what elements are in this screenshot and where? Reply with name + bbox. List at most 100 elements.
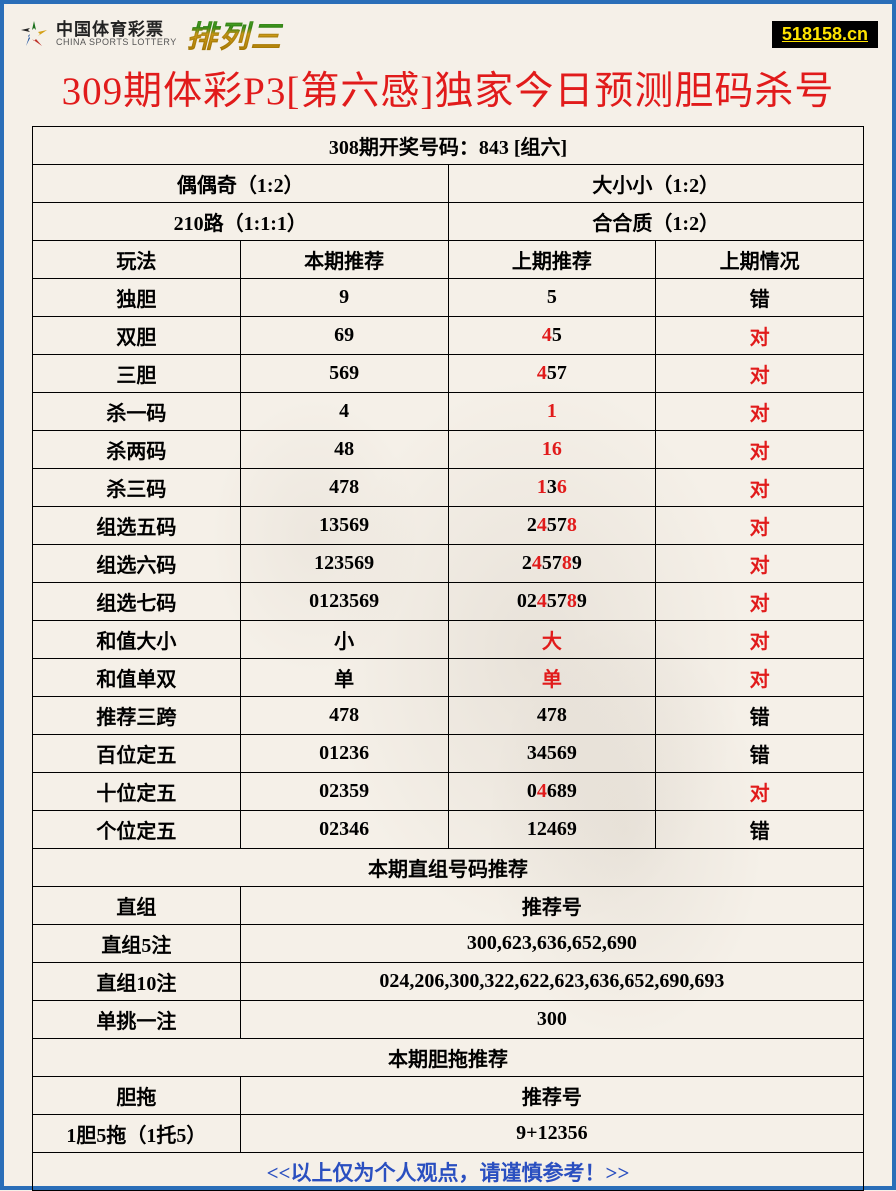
result-cell: 对 <box>656 393 864 431</box>
prev-pick: 245789 <box>448 545 656 583</box>
current-pick: 48 <box>240 431 448 469</box>
prev-pick: 大 <box>448 621 656 659</box>
prev-pick: 24578 <box>448 507 656 545</box>
current-pick: 4 <box>240 393 448 431</box>
current-pick: 9 <box>240 279 448 317</box>
result-cell: 对 <box>656 431 864 469</box>
prev-pick: 478 <box>448 697 656 735</box>
prev-pick: 0245789 <box>448 583 656 621</box>
zhizu-label-right: 推荐号 <box>240 887 863 925</box>
prev-pick: 16 <box>448 431 656 469</box>
table-row: 个位定五0234612469错 <box>33 811 864 849</box>
current-pick: 02346 <box>240 811 448 849</box>
csl-name-en: CHINA SPORTS LOTTERY <box>56 38 177 47</box>
dantuo-title: 本期胆拖推荐 <box>33 1039 864 1077</box>
table-row: 杀两码4816对 <box>33 431 864 469</box>
table-row: 双胆6945对 <box>33 317 864 355</box>
play-name: 和值大小 <box>33 621 241 659</box>
play-name: 杀三码 <box>33 469 241 507</box>
prev-pick: 45 <box>448 317 656 355</box>
prediction-table: 308期开奖号码：843 [组六] 偶偶奇（1:2） 大小小（1:2） 210路… <box>4 126 892 1191</box>
footer-note: <<以上仅为个人观点，请谨慎参考！>> <box>33 1153 864 1191</box>
result-cell: 对 <box>656 545 864 583</box>
header: 中国体育彩票 CHINA SPORTS LOTTERY 排列三 518158.c… <box>4 4 892 58</box>
site-badge[interactable]: 518158.cn <box>772 21 878 48</box>
prev-pick: 04689 <box>448 773 656 811</box>
current-pick: 13569 <box>240 507 448 545</box>
play-name: 组选六码 <box>33 545 241 583</box>
table-row: 组选五码1356924578对 <box>33 507 864 545</box>
prime-cell: 合合质（1:2） <box>448 203 864 241</box>
zhizu10-right: 024,206,300,322,622,623,636,652,690,693 <box>240 963 863 1001</box>
current-pick: 69 <box>240 317 448 355</box>
play-name: 杀两码 <box>33 431 241 469</box>
header-left: 中国体育彩票 CHINA SPORTS LOTTERY 排列三 <box>18 12 283 56</box>
single-right: 300 <box>240 1001 863 1039</box>
result-cell: 错 <box>656 735 864 773</box>
zhizu-label-left: 直组 <box>33 887 241 925</box>
col-header-prev: 上期推荐 <box>448 241 656 279</box>
table-row: 三胆569457对 <box>33 355 864 393</box>
play-name: 推荐三跨 <box>33 697 241 735</box>
draw-result-row: 308期开奖号码：843 [组六] <box>33 127 864 165</box>
zhizu-title: 本期直组号码推荐 <box>33 849 864 887</box>
page-title: 309期体彩P3[第六感]独家今日预测胆码杀号 <box>4 58 892 126</box>
col-header-result: 上期情况 <box>656 241 864 279</box>
lottery-logo-icon <box>18 18 50 50</box>
route-cell: 210路（1:1:1） <box>33 203 449 241</box>
zhizu5-left: 直组5注 <box>33 925 241 963</box>
table-row: 百位定五0123634569错 <box>33 735 864 773</box>
prev-pick: 136 <box>448 469 656 507</box>
play-name: 个位定五 <box>33 811 241 849</box>
play-name: 十位定五 <box>33 773 241 811</box>
current-pick: 02359 <box>240 773 448 811</box>
dantuo-r1-right: 9+12356 <box>240 1115 863 1153</box>
zhizu5-right: 300,623,636,652,690 <box>240 925 863 963</box>
csl-text: 中国体育彩票 CHINA SPORTS LOTTERY <box>56 21 177 47</box>
play-name: 独胆 <box>33 279 241 317</box>
current-pick: 478 <box>240 469 448 507</box>
play-name: 组选五码 <box>33 507 241 545</box>
prev-pick: 单 <box>448 659 656 697</box>
table-row: 独胆95错 <box>33 279 864 317</box>
result-cell: 对 <box>656 317 864 355</box>
result-cell: 对 <box>656 355 864 393</box>
dantuo-label-left: 胆拖 <box>33 1077 241 1115</box>
play-name: 和值单双 <box>33 659 241 697</box>
prev-pick: 5 <box>448 279 656 317</box>
result-cell: 错 <box>656 697 864 735</box>
current-pick: 01236 <box>240 735 448 773</box>
logo-csl: 中国体育彩票 CHINA SPORTS LOTTERY <box>18 18 177 50</box>
col-header-play: 玩法 <box>33 241 241 279</box>
play-name: 三胆 <box>33 355 241 393</box>
current-pick: 569 <box>240 355 448 393</box>
dantuo-r1-left: 1胆5拖（1托5） <box>33 1115 241 1153</box>
dantuo-label-right: 推荐号 <box>240 1077 863 1115</box>
play-name: 杀一码 <box>33 393 241 431</box>
current-pick: 123569 <box>240 545 448 583</box>
prev-pick: 457 <box>448 355 656 393</box>
parity-cell: 偶偶奇（1:2） <box>33 165 449 203</box>
table-row: 十位定五0235904689对 <box>33 773 864 811</box>
table-row: 杀一码41对 <box>33 393 864 431</box>
play-name: 组选七码 <box>33 583 241 621</box>
col-header-current: 本期推荐 <box>240 241 448 279</box>
current-pick: 小 <box>240 621 448 659</box>
result-cell: 错 <box>656 811 864 849</box>
result-cell: 对 <box>656 469 864 507</box>
current-pick: 单 <box>240 659 448 697</box>
prev-pick: 12469 <box>448 811 656 849</box>
table-row: 和值大小小大对 <box>33 621 864 659</box>
table-row: 和值单双单单对 <box>33 659 864 697</box>
table-row: 组选六码123569245789对 <box>33 545 864 583</box>
zhizu10-left: 直组10注 <box>33 963 241 1001</box>
table-row: 杀三码478136对 <box>33 469 864 507</box>
result-cell: 对 <box>656 621 864 659</box>
pailie-logo: 排列三 <box>187 12 283 56</box>
size-cell: 大小小（1:2） <box>448 165 864 203</box>
csl-name-cn: 中国体育彩票 <box>56 21 177 38</box>
table-row: 组选七码01235690245789对 <box>33 583 864 621</box>
play-name: 百位定五 <box>33 735 241 773</box>
prev-pick: 34569 <box>448 735 656 773</box>
result-cell: 对 <box>656 583 864 621</box>
